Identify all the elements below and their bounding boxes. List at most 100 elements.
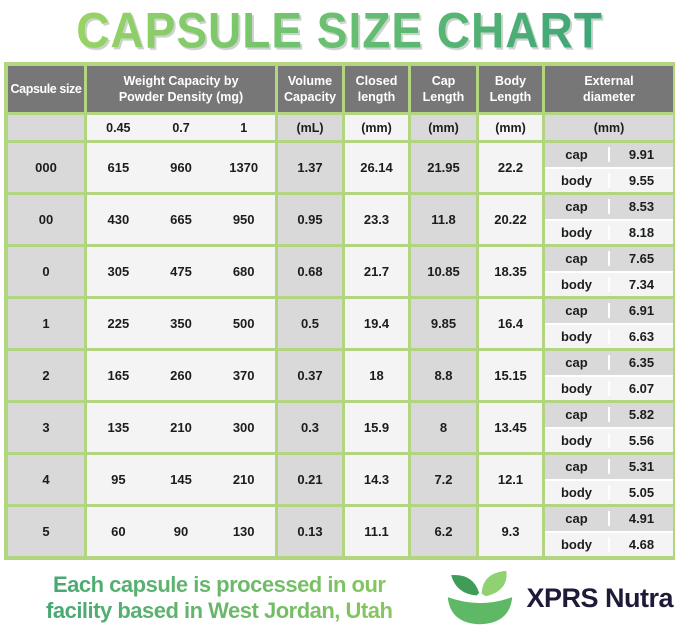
weight-density-1-value: 300 xyxy=(232,420,255,435)
header-volume-capacity: Volume Capacity xyxy=(278,66,342,112)
volume-capacity-cell: 0.37 xyxy=(278,351,342,400)
weight-density-045-value: 165 xyxy=(107,368,130,383)
weight-capacity-cell: 135 210 300 xyxy=(87,403,275,452)
capsule-size-cell: 3 xyxy=(8,403,84,452)
body-diameter-value: 5.05 xyxy=(608,484,673,500)
weight-density-045-value: 135 xyxy=(107,420,130,435)
weight-density-045-value: 225 xyxy=(107,316,130,331)
external-diameter-cell: cap 8.53 body 8.18 xyxy=(545,195,673,244)
external-diameter-cell: cap 5.31 body 5.05 xyxy=(545,455,673,504)
subheader-body-unit: (mm) xyxy=(479,115,542,140)
brand-name: XPRS Nutra xyxy=(526,582,673,613)
cap-length-cell: 9.85 xyxy=(411,299,476,348)
weight-density-07-value: 350 xyxy=(170,316,192,331)
capsule-size-cell: 1 xyxy=(8,299,84,348)
external-cap-row: cap 8.53 xyxy=(545,195,673,219)
external-diameter-cell: cap 6.35 body 6.07 xyxy=(545,351,673,400)
header-capsule-size: Capsule size xyxy=(8,66,84,112)
external-cap-row: cap 6.35 xyxy=(545,351,673,375)
header-external-diameter-label: External diameter xyxy=(582,73,636,104)
external-body-row: body 6.07 xyxy=(545,376,673,400)
density-07-label: 0.7 xyxy=(172,120,190,135)
subheader-empty-cell xyxy=(8,115,84,140)
body-label: body xyxy=(560,484,593,500)
volume-capacity-cell: 0.13 xyxy=(278,507,342,556)
external-cap-row: cap 5.82 xyxy=(545,403,673,427)
cap-diameter-value: 6.91 xyxy=(608,303,673,319)
cap-diameter-value: 7.65 xyxy=(608,251,673,267)
external-cap-row: cap 4.91 xyxy=(545,507,673,531)
weight-density-045-value: 615 xyxy=(107,160,130,175)
footer-tagline-line1: Each capsule is processed in our xyxy=(52,571,386,597)
cap-length-cell: 10.85 xyxy=(411,247,476,296)
cap-diameter-value: 9.91 xyxy=(608,147,673,163)
body-label: body xyxy=(560,224,593,240)
body-label: body xyxy=(560,276,593,292)
volume-capacity-cell: 1.37 xyxy=(278,143,342,192)
body-diameter-value: 9.55 xyxy=(608,172,673,188)
weight-density-045-value: 95 xyxy=(111,472,126,487)
weight-density-1-value: 370 xyxy=(232,368,255,383)
weight-capacity-cell: 60 90 130 xyxy=(87,507,275,556)
weight-density-07-value: 665 xyxy=(170,212,192,227)
body-length-cell: 20.22 xyxy=(479,195,542,244)
footer-tagline-line2: facility based in West Jordan, Utah xyxy=(46,598,393,623)
header-body-length: Body Length xyxy=(479,66,542,112)
weight-density-07-value: 210 xyxy=(170,420,192,435)
cap-diameter-value: 5.82 xyxy=(608,407,673,423)
body-length-cell: 9.3 xyxy=(479,507,542,556)
external-diameter-cell: cap 4.91 body 4.68 xyxy=(545,507,673,556)
cap-label: cap xyxy=(565,303,588,319)
closed-length-cell: 26.14 xyxy=(345,143,408,192)
header-body-length-label: Body Length xyxy=(489,73,532,104)
header-closed-length: Closed length xyxy=(345,66,408,112)
cap-label: cap xyxy=(565,251,588,267)
cap-diameter-value: 8.53 xyxy=(608,199,673,215)
header-cap-length-label: Cap Length xyxy=(422,73,465,104)
external-body-row: body 4.68 xyxy=(545,532,673,556)
header-cap-length: Cap Length xyxy=(411,66,476,112)
weight-capacity-cell: 305 475 680 xyxy=(87,247,275,296)
volume-capacity-cell: 0.95 xyxy=(278,195,342,244)
body-length-cell: 15.15 xyxy=(479,351,542,400)
external-cap-row: cap 5.31 xyxy=(545,455,673,479)
external-diameter-cell: cap 5.82 body 5.56 xyxy=(545,403,673,452)
page-title: CAPSULE SIZE CHART xyxy=(76,1,603,59)
subheader-cap-unit: (mm) xyxy=(411,115,476,140)
capsule-size-cell: 00 xyxy=(8,195,84,244)
weight-capacity-cell: 430 665 950 xyxy=(87,195,275,244)
external-body-row: body 9.55 xyxy=(545,168,673,192)
cap-label: cap xyxy=(565,511,588,527)
footer-tagline: Each capsule is processed in our facilit… xyxy=(6,572,432,625)
closed-length-cell: 11.1 xyxy=(345,507,408,556)
weight-density-1-value: 1370 xyxy=(229,160,259,175)
external-body-row: body 5.56 xyxy=(545,428,673,452)
weight-density-1-value: 950 xyxy=(232,212,255,227)
external-cap-row: cap 6.91 xyxy=(545,299,673,323)
header-capsule-size-label: Capsule size xyxy=(10,81,82,96)
external-cap-row: cap 9.91 xyxy=(545,143,673,167)
closed-length-cell: 15.9 xyxy=(345,403,408,452)
external-body-row: body 6.63 xyxy=(545,324,673,348)
body-label: body xyxy=(560,432,593,448)
body-diameter-value: 4.68 xyxy=(608,536,673,552)
capsule-size-cell: 2 xyxy=(8,351,84,400)
external-cap-row: cap 7.65 xyxy=(545,247,673,271)
closed-length-cell: 14.3 xyxy=(345,455,408,504)
weight-density-07-value: 475 xyxy=(170,264,192,279)
body-length-cell: 12.1 xyxy=(479,455,542,504)
cap-label: cap xyxy=(565,459,588,475)
body-diameter-value: 7.34 xyxy=(608,276,673,292)
body-length-cell: 16.4 xyxy=(479,299,542,348)
subheader-densities: 0.45 0.7 1 xyxy=(87,115,275,140)
weight-density-045-value: 430 xyxy=(107,212,130,227)
body-diameter-value: 5.56 xyxy=(608,432,673,448)
cap-diameter-value: 4.91 xyxy=(608,511,673,527)
weight-capacity-cell: 615 960 1370 xyxy=(87,143,275,192)
weight-density-07-value: 960 xyxy=(170,160,192,175)
closed-length-cell: 19.4 xyxy=(345,299,408,348)
weight-density-1-value: 500 xyxy=(232,316,255,331)
body-label: body xyxy=(560,536,593,552)
closed-length-cell: 21.7 xyxy=(345,247,408,296)
